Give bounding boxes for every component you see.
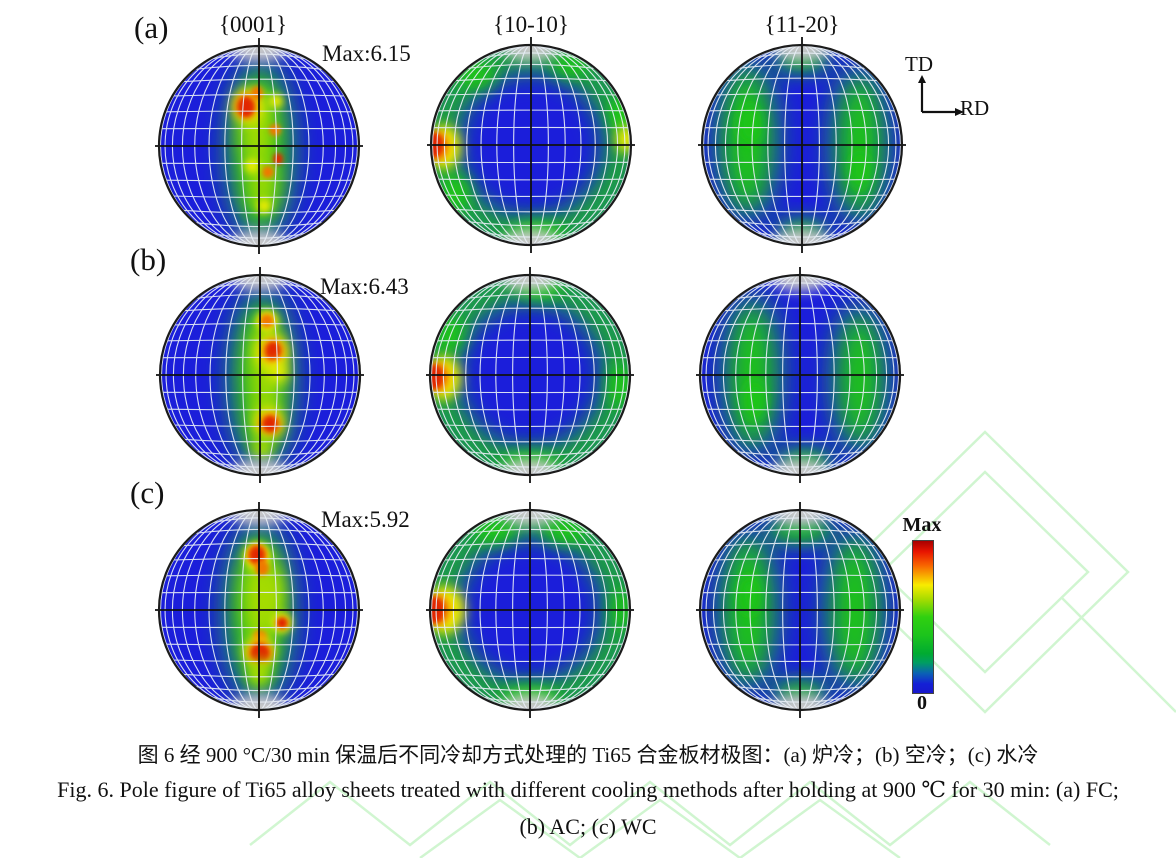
td-label: TD bbox=[905, 52, 933, 76]
panel-label-c: (c) bbox=[130, 475, 165, 510]
pole-figure-b-0001 bbox=[150, 265, 370, 485]
colorbar-zero-label: 0 bbox=[917, 692, 927, 714]
caption-chinese: 图 6 经 900 °C/30 min 保温后不同冷却方式处理的 Ti65 合金… bbox=[137, 743, 1039, 767]
pole-figure-b-1120 bbox=[690, 265, 910, 485]
panel-label-a: (a) bbox=[134, 10, 169, 45]
td-rd-arrow-icon bbox=[918, 75, 964, 116]
pole-figure-c-0001 bbox=[149, 500, 369, 720]
pole-figure-c-1120 bbox=[690, 500, 910, 720]
pole-figure-a-0001 bbox=[149, 36, 369, 256]
caption-english-line2: (b) AC; (c) WC bbox=[519, 814, 657, 839]
pole-figure-a-1120 bbox=[692, 35, 912, 255]
plane-label-1010: {10-10} bbox=[493, 12, 569, 37]
colorbar-gradient bbox=[912, 540, 934, 694]
max-label-b: Max:6.43 bbox=[320, 274, 409, 299]
plane-label-1120: {11-20} bbox=[764, 12, 840, 37]
panel-label-b: (b) bbox=[130, 242, 167, 277]
pole-figure-b-1010 bbox=[420, 265, 640, 485]
pole-figure-c-1010 bbox=[420, 500, 640, 720]
max-label-a: Max:6.15 bbox=[322, 41, 411, 66]
caption-english-line1: Fig. 6. Pole figure of Ti65 alloy sheets… bbox=[57, 777, 1119, 802]
rd-label: RD bbox=[960, 96, 990, 120]
max-label-c: Max:5.92 bbox=[321, 507, 410, 532]
plane-label-0001: {0001} bbox=[218, 12, 288, 37]
pole-figure-a-1010 bbox=[421, 35, 641, 255]
colorbar-max-label: Max bbox=[902, 514, 942, 536]
